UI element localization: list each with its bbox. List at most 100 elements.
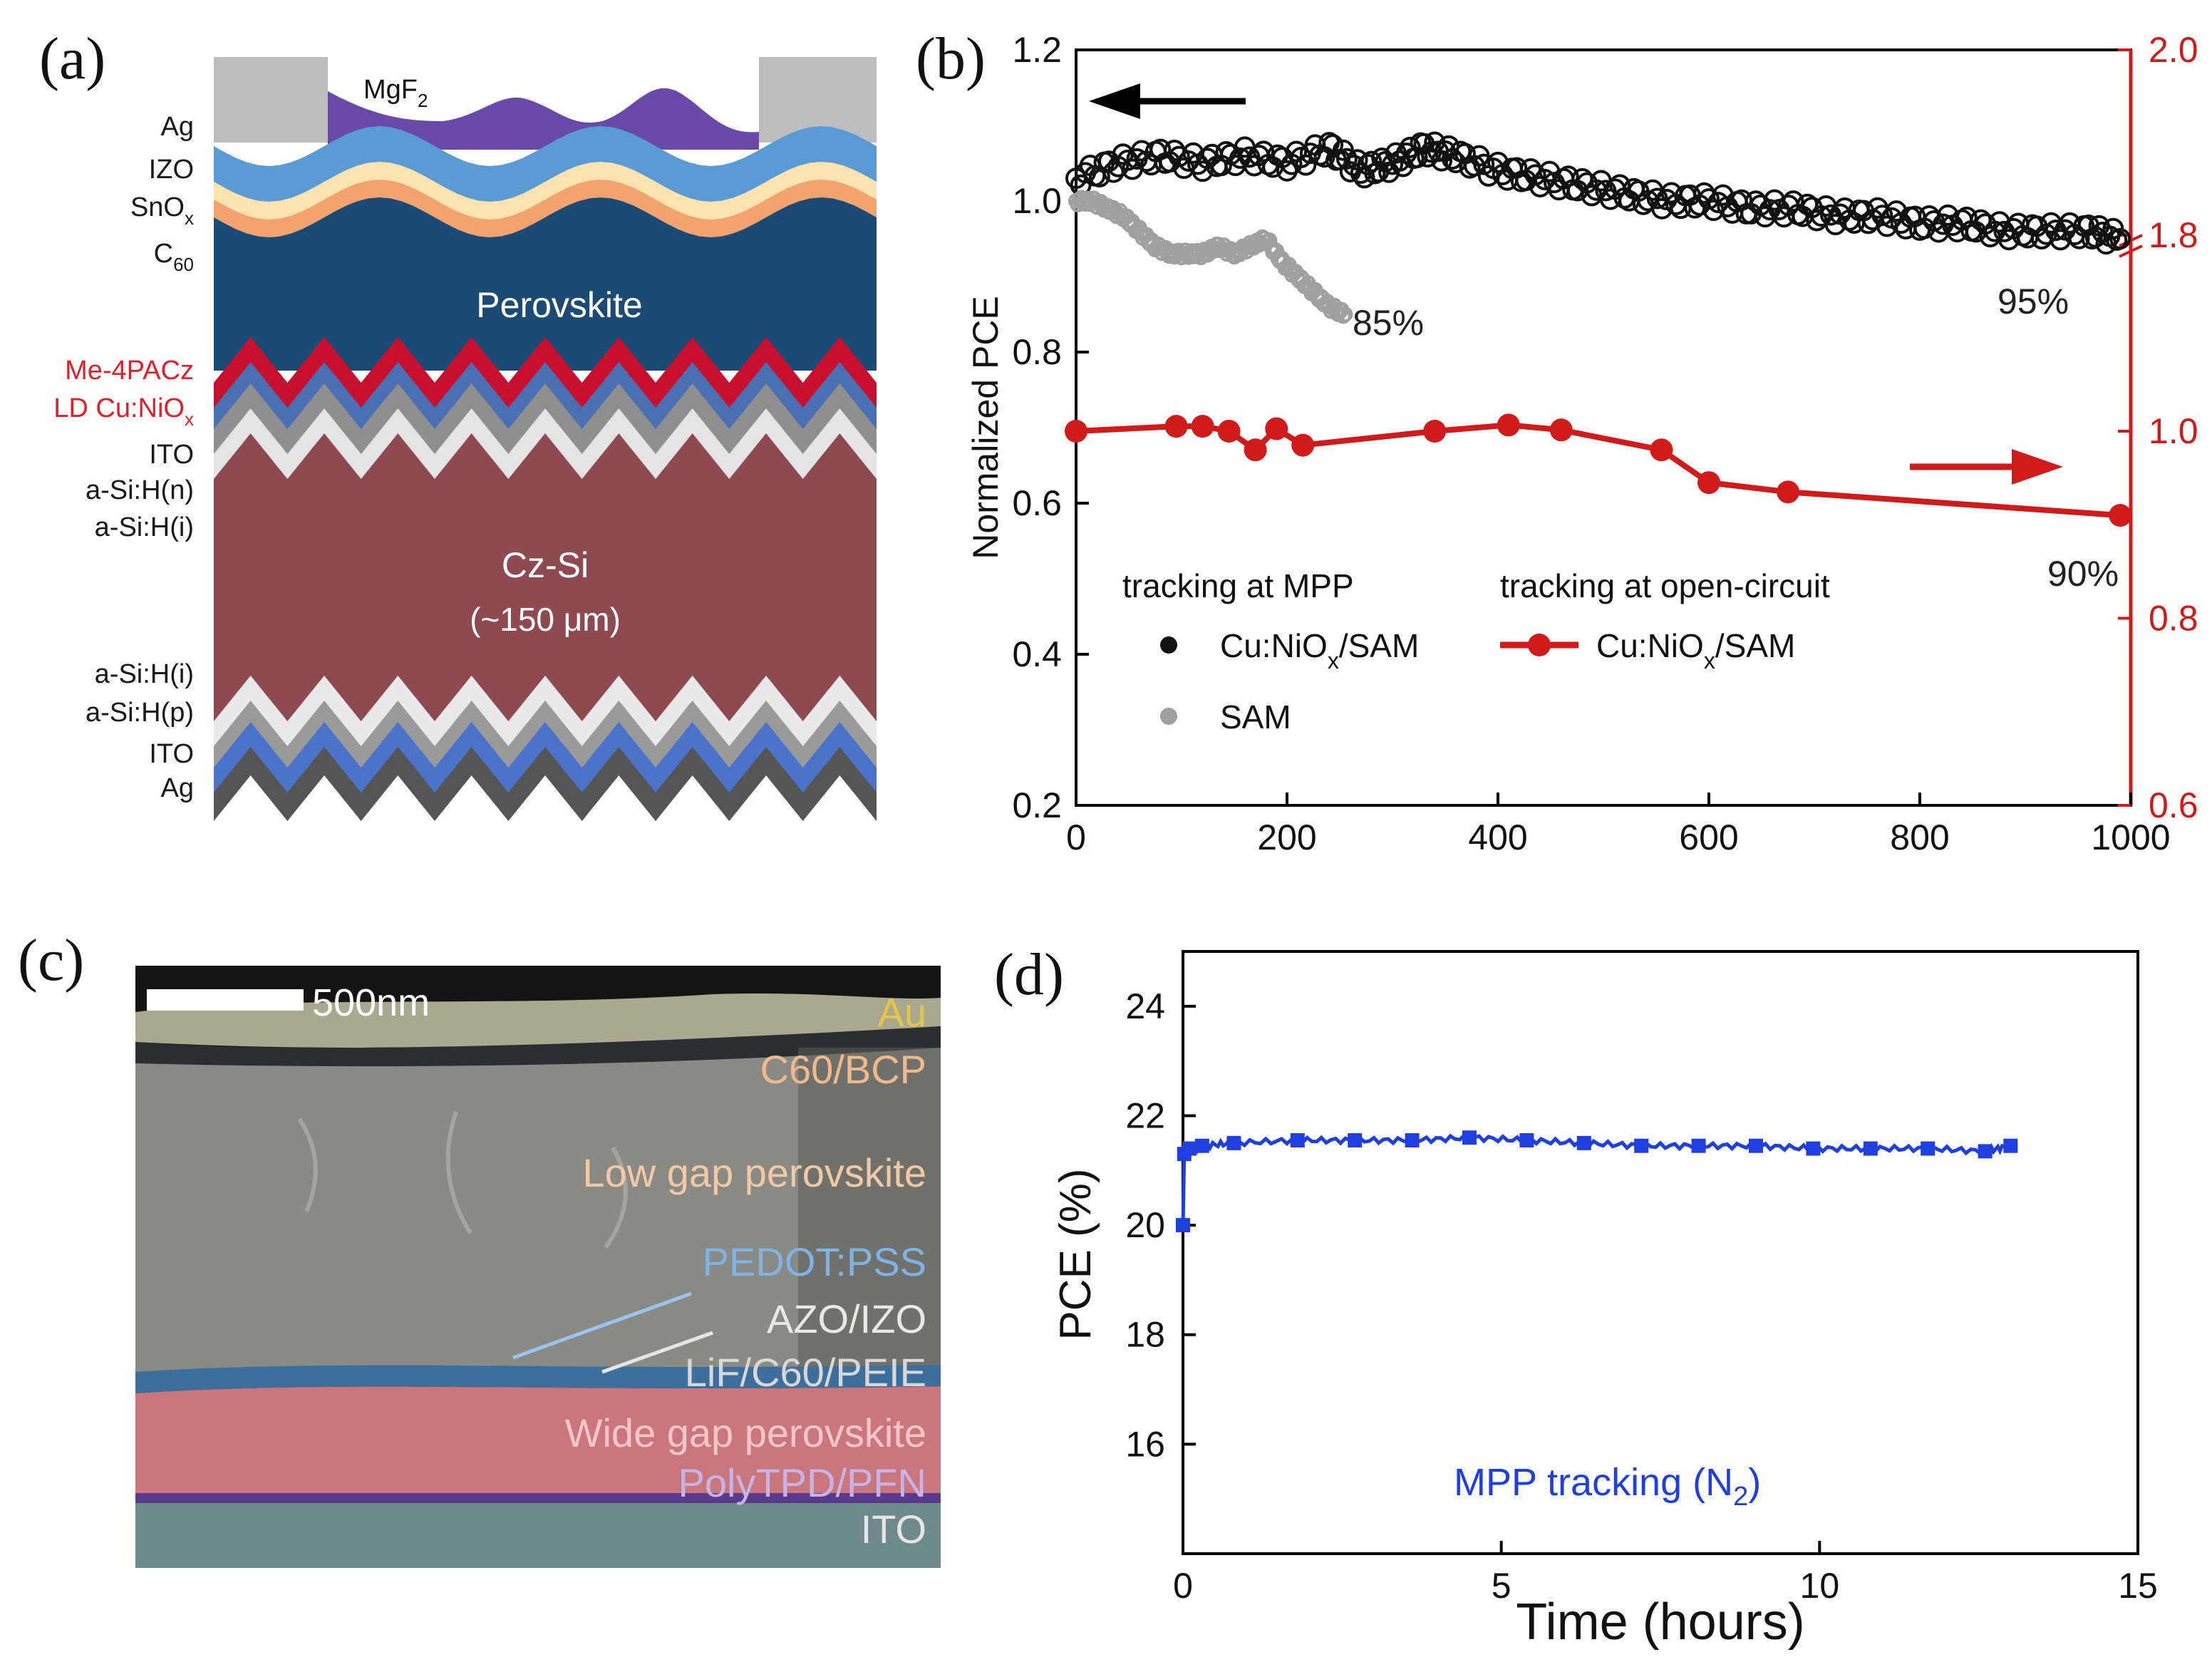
y-axis-label-d: PCE (%) xyxy=(1051,1168,1100,1340)
data-point-oc xyxy=(1697,471,1720,495)
y2-tick-label-b: 1.8 xyxy=(2149,215,2198,255)
data-point-mpp xyxy=(1348,1133,1363,1148)
x-tick-label-b: 400 xyxy=(1468,817,1527,857)
c60-layer xyxy=(214,180,877,241)
x-tick-label-d: 10 xyxy=(1800,1566,1840,1606)
legend-label-cunio-oc: Cu:NiOx/SAM xyxy=(1596,627,1795,673)
series-line-mpp xyxy=(1181,1132,2012,1226)
data-point-oc xyxy=(1265,417,1288,440)
x-tick-label-d: 5 xyxy=(1492,1566,1511,1606)
annotation-90-percent: 90% xyxy=(2047,554,2119,594)
mgf2-label: MgF2 xyxy=(363,75,428,111)
ito-top-layer xyxy=(214,383,877,458)
panel-d-label: (d) xyxy=(994,941,1064,1008)
legend-b: tracking at MPP tracking at open-circuit… xyxy=(1122,567,1830,736)
sem-layer-label: LiF/C60/PEIE xyxy=(685,1350,926,1395)
layer-label: Me-4PACz xyxy=(65,356,194,386)
x-tick-label-b: 600 xyxy=(1679,817,1738,857)
legend-label-sam: SAM xyxy=(1220,698,1291,736)
data-point-oc xyxy=(2109,504,2132,527)
x-tick-label-d: 15 xyxy=(2118,1566,2158,1606)
sem-image xyxy=(135,966,941,1568)
cz-si-wafer xyxy=(214,433,877,725)
data-point-oc xyxy=(1777,480,1799,504)
data-point-oc xyxy=(1549,418,1573,442)
x-axis-label-d: Time (hours) xyxy=(1516,1594,1804,1651)
y2-tick-label-b: 1.0 xyxy=(2149,411,2198,451)
x-tick-label-b: 800 xyxy=(1890,817,1949,857)
x-tick-label-b: 200 xyxy=(1257,817,1316,857)
data-point-oc xyxy=(1650,438,1673,462)
data-point-mpp xyxy=(1691,1138,1706,1153)
scale-bar-label: 500nm xyxy=(312,981,430,1024)
sem-layer-label: C60/BCP xyxy=(760,1047,926,1092)
pedot-pointer xyxy=(512,1291,692,1360)
plot-frame-d xyxy=(1182,950,2139,1555)
annotation-85-percent: 85% xyxy=(1353,303,1424,343)
mpp-tracking-annotation: MPP tracking (N2) xyxy=(1454,1461,1761,1512)
axis-break-mark xyxy=(2119,234,2143,247)
legend-oc-title: tracking at open-circuit xyxy=(1500,567,1830,604)
data-point-cunio-mpp xyxy=(1473,153,1495,175)
data-point-cunio-mpp xyxy=(1646,187,1668,210)
data-point-cunio-mpp xyxy=(1192,160,1214,182)
data-point-cunio-mpp xyxy=(1346,149,1368,171)
y-tick-label-d: 16 xyxy=(1125,1424,1165,1464)
data-point-mpp xyxy=(1921,1141,1936,1156)
data-point-mpp xyxy=(1290,1133,1305,1148)
czsi-label: Cz-Si xyxy=(502,545,589,585)
cunio-layer xyxy=(214,362,877,433)
data-point-cunio-mpp xyxy=(1609,174,1631,196)
data-point-oc xyxy=(1423,420,1447,443)
data-point-cunio-mpp xyxy=(1871,205,1893,227)
data-point-mpp xyxy=(1226,1135,1241,1150)
sem-layer-label: Wide gap perovskite xyxy=(565,1410,926,1455)
data-point-cunio-mpp xyxy=(1955,206,1978,228)
data-point-cunio-mpp xyxy=(1295,154,1317,176)
data-point-mpp xyxy=(1806,1141,1821,1156)
y-tick-label-b: 0.8 xyxy=(1012,332,1062,372)
layer-label: Ag xyxy=(161,773,194,803)
data-point-cunio-mpp xyxy=(1557,165,1579,187)
asi-i-bottom-layer xyxy=(214,676,877,750)
panel-a-label: (a) xyxy=(39,26,105,92)
data-point-cunio-mpp xyxy=(1886,200,1908,222)
layer-label: a-Si:H(i) xyxy=(95,512,194,542)
layer-label: a-Si:H(i) xyxy=(95,659,194,689)
legend-marker-cunio-mpp xyxy=(1160,636,1177,654)
snox-layer xyxy=(214,162,877,223)
data-point-mpp xyxy=(1978,1144,1993,1159)
data-point-mpp xyxy=(1519,1133,1534,1148)
y-axis-label-b: Normalized PCE xyxy=(966,296,1006,559)
data-point-mpp xyxy=(1176,1218,1190,1233)
y-tick-label-b: 1.0 xyxy=(1012,181,1062,221)
me4pacz-layer xyxy=(214,337,877,411)
data-point-mpp xyxy=(1749,1138,1763,1153)
layer-label: SnOx xyxy=(130,192,194,229)
layer-label: a-Si:H(n) xyxy=(86,475,194,505)
data-point-sam xyxy=(1337,306,1353,322)
data-point-cunio-mpp xyxy=(1782,190,1804,212)
left-axis-arrow xyxy=(1089,83,1246,119)
layer-labels: Ag IZO SnOx C60 Me-4PACz LD Cu:NiOx ITO a-Si:H(… xyxy=(53,112,194,803)
x-tick-label-b: 0 xyxy=(1066,817,1086,857)
x-tick-label-b: 1000 xyxy=(2091,817,2170,857)
czsi-thickness-label: (~150 μm) xyxy=(470,601,621,638)
y-tick-label-d: 22 xyxy=(1125,1095,1165,1135)
layer-label: ITO xyxy=(149,739,194,769)
data-point-cunio-mpp xyxy=(2109,228,2131,249)
y-tick-label-b: 1.2 xyxy=(1012,30,1062,70)
mgf2-layer xyxy=(328,88,759,150)
data-point-mpp xyxy=(1405,1133,1420,1148)
perovskite-label: Perovskite xyxy=(476,285,642,325)
layer-label: ITO xyxy=(149,440,194,470)
data-point-cunio-mpp xyxy=(1487,151,1509,173)
scale-bar xyxy=(147,989,304,1011)
data-point-mpp xyxy=(1576,1135,1591,1150)
data-point-oc xyxy=(1065,420,1087,443)
panel-b-stability-chart: (b) 0 200 400 600 800 10000.20.40.60.81.01.20… xyxy=(916,26,2198,857)
data-point-oc xyxy=(1244,438,1267,462)
x-tick-label-d: 0 xyxy=(1173,1566,1193,1606)
data-point-cunio-mpp xyxy=(1698,188,1720,210)
